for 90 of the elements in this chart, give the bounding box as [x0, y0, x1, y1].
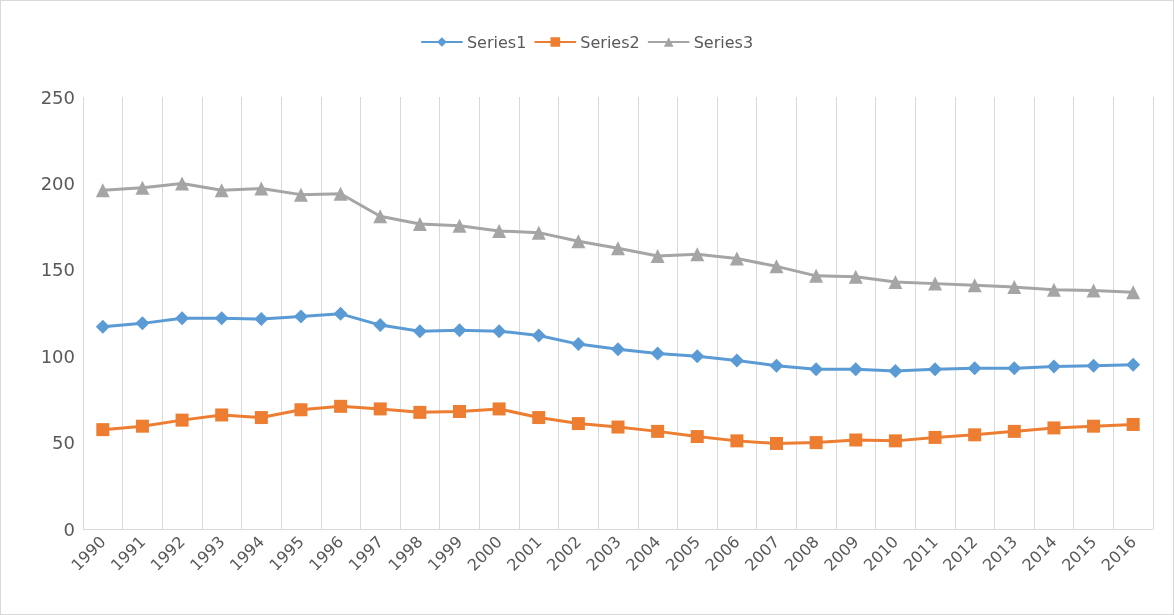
point	[571, 234, 586, 249]
point	[968, 428, 982, 442]
point	[293, 309, 308, 324]
point	[1126, 417, 1140, 431]
point	[849, 433, 863, 447]
point	[611, 342, 625, 357]
point	[1007, 424, 1021, 438]
y-tick-label: 50	[52, 432, 75, 454]
point	[729, 353, 744, 368]
point	[254, 181, 269, 196]
y-tick-label: 0	[63, 518, 75, 540]
point	[770, 436, 784, 450]
point	[809, 362, 824, 377]
point	[175, 176, 190, 191]
point	[135, 419, 149, 433]
point	[492, 324, 507, 339]
y-tick-label: 150	[40, 259, 75, 281]
point	[1126, 285, 1141, 300]
point	[135, 180, 150, 195]
point	[373, 318, 388, 333]
point	[334, 399, 348, 413]
point	[492, 402, 506, 416]
point	[215, 408, 229, 422]
legend-label: Series2	[580, 32, 640, 52]
y-tick-label: 250	[40, 86, 75, 108]
point	[373, 209, 388, 224]
point	[611, 420, 625, 434]
point	[650, 248, 665, 263]
point	[690, 247, 705, 262]
point	[651, 424, 665, 438]
point	[769, 259, 784, 274]
point	[413, 405, 427, 419]
point	[333, 186, 348, 201]
point	[492, 223, 507, 238]
point	[848, 269, 863, 284]
point	[175, 311, 190, 326]
point	[254, 411, 268, 425]
point	[809, 436, 823, 450]
point	[175, 413, 189, 427]
point	[769, 358, 784, 373]
point	[531, 328, 546, 343]
point	[214, 311, 229, 326]
point	[95, 319, 110, 334]
point	[729, 251, 744, 266]
point	[531, 225, 546, 240]
point	[1086, 283, 1101, 298]
point	[1087, 419, 1101, 433]
point	[452, 218, 467, 233]
legend-label: Series1	[466, 32, 527, 52]
point	[611, 241, 625, 256]
point	[412, 324, 427, 339]
point	[452, 323, 467, 338]
point	[333, 306, 348, 321]
point	[888, 274, 903, 289]
point	[928, 276, 943, 291]
point	[214, 183, 229, 198]
point	[730, 434, 744, 448]
point	[95, 183, 110, 198]
point	[1046, 282, 1061, 297]
point	[690, 349, 705, 364]
point	[452, 405, 466, 418]
point	[1007, 280, 1022, 295]
point	[1047, 421, 1061, 435]
point	[809, 268, 824, 283]
point	[848, 362, 863, 377]
point	[294, 403, 308, 417]
point	[135, 316, 150, 331]
point	[532, 411, 546, 425]
point	[967, 278, 982, 293]
point	[571, 417, 585, 431]
point	[888, 363, 903, 378]
point	[293, 187, 308, 202]
point	[928, 362, 943, 377]
point	[928, 430, 942, 444]
point	[1086, 358, 1101, 373]
y-tick-label: 200	[40, 172, 75, 194]
point	[690, 430, 704, 444]
point	[967, 361, 982, 376]
y-tick-label: 100	[40, 345, 75, 367]
point	[373, 402, 387, 416]
point	[412, 217, 427, 232]
point	[1046, 359, 1061, 374]
point	[254, 312, 269, 327]
point	[650, 346, 665, 361]
point	[1007, 361, 1022, 376]
point	[96, 423, 110, 437]
legend-label: Series3	[693, 32, 754, 52]
point	[1126, 357, 1141, 372]
point	[888, 434, 902, 448]
point	[571, 337, 586, 352]
